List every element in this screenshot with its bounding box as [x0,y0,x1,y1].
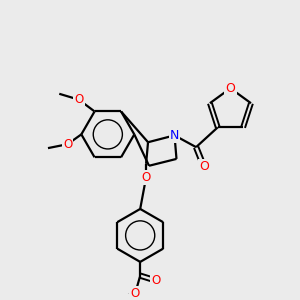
Text: O: O [226,82,236,95]
Text: N: N [170,129,179,142]
Text: O: O [199,160,209,173]
Text: O: O [131,287,140,300]
Text: O: O [142,171,151,184]
Text: O: O [63,138,72,151]
Text: O: O [74,93,83,106]
Text: O: O [151,274,160,287]
